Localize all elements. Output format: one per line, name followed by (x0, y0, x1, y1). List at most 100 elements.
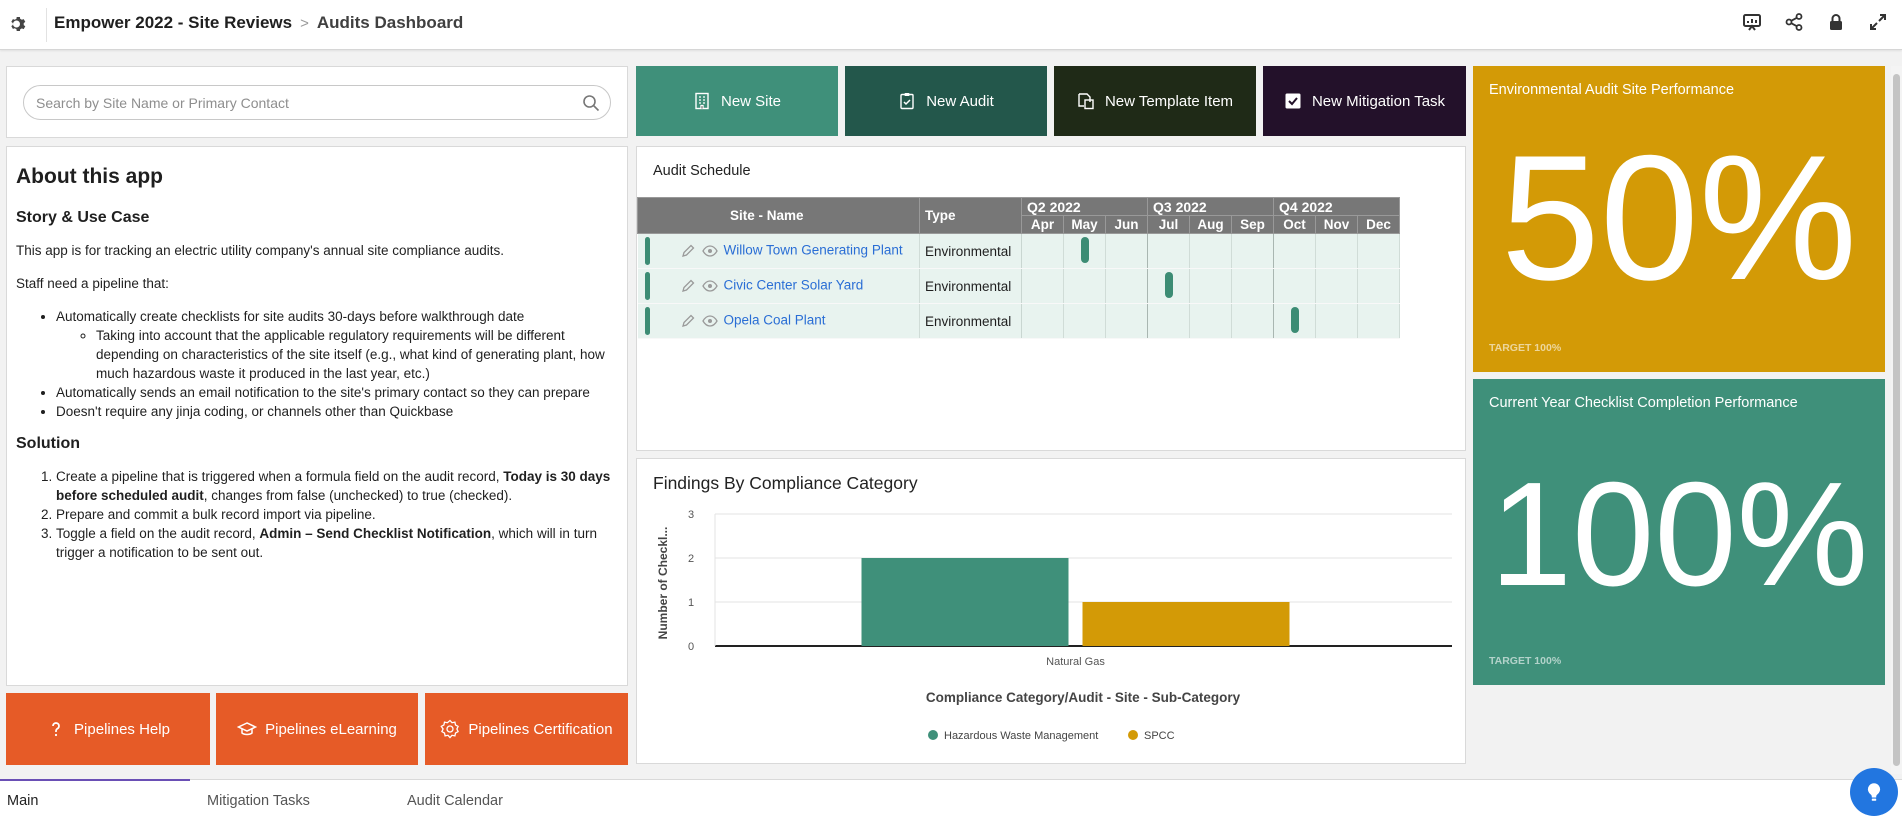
list-item: Toggle a field on the audit record, Admi… (56, 524, 618, 562)
kpi-target: TARGET 100% (1489, 655, 1562, 667)
month-header: Aug (1189, 215, 1232, 234)
breadcrumb-page: Audits Dashboard (316, 13, 464, 32)
new-site-button[interactable]: New Site (636, 66, 838, 136)
eye-icon[interactable] (701, 243, 718, 259)
kpi-checklist-completion[interactable]: Current Year Checklist Completion Perfor… (1473, 379, 1885, 685)
type-cell: Environmental (919, 233, 1022, 269)
question-icon (52, 722, 60, 737)
legend-label: SPCC (1144, 730, 1175, 742)
expand-icon[interactable] (1868, 12, 1888, 32)
list-item: Create a pipeline that is triggered when… (56, 467, 618, 505)
findings-chart-panel: Findings By Compliance Category 0 1 2 3 Natu… (636, 458, 1466, 764)
y-tick-label: 1 (688, 597, 694, 609)
quarter-header: Q2 2022 (1021, 197, 1148, 216)
page-scrollbar[interactable] (1891, 66, 1902, 774)
story-heading: Story & Use Case (16, 209, 150, 226)
solution-heading: Solution (16, 435, 80, 452)
site-link[interactable]: Willow Town Generating Plant (723, 242, 903, 258)
needs-list: Automatically create checklists for site… (16, 307, 618, 421)
copy-document-icon (1078, 93, 1094, 110)
breadcrumb-separator: > (300, 14, 309, 32)
site-link[interactable]: Opela Coal Plant (723, 312, 826, 328)
month-cell (1147, 303, 1190, 339)
new-mitigation-task-label: New Mitigation Task (1311, 92, 1446, 110)
month-cell (1189, 303, 1232, 339)
presentation-icon[interactable] (1742, 12, 1762, 32)
month-header: Jun (1105, 215, 1148, 234)
list-item: Doesn't require any jinja coding, or cha… (56, 402, 618, 421)
search-icon[interactable] (582, 94, 600, 112)
month-cell (1315, 303, 1358, 339)
pipelines-elearning-button[interactable]: Pipelines eLearning (216, 693, 418, 765)
legend-marker (1128, 730, 1138, 740)
quarter-header: Q3 2022 (1147, 197, 1274, 216)
legend-marker (928, 730, 938, 740)
month-cell (1273, 268, 1316, 304)
type-cell: Environmental (919, 268, 1022, 304)
new-mitigation-task-button[interactable]: New Mitigation Task (1263, 66, 1466, 136)
tab-audit-calendar[interactable]: Audit Calendar (407, 793, 503, 809)
table-row: Willow Town Generating Plant Environmenta… (637, 233, 1400, 269)
month-cell (1357, 303, 1400, 339)
pipelines-help-label: Pipelines Help (74, 720, 170, 738)
month-cell (1189, 268, 1232, 304)
quarter-header: Q4 2022 (1273, 197, 1400, 216)
header-divider (46, 8, 47, 42)
kpi-value: 100% (1489, 452, 1869, 617)
col-type[interactable]: Type (919, 197, 1022, 234)
month-cell (1357, 233, 1400, 269)
audit-date-marker[interactable] (1164, 271, 1173, 298)
row-status-bar (644, 307, 650, 335)
search-input[interactable] (36, 93, 576, 113)
legend-label: Hazardous Waste Management (944, 730, 1098, 742)
chart-bar[interactable] (861, 558, 1069, 646)
pencil-icon[interactable] (680, 278, 696, 294)
month-cell (1273, 233, 1316, 269)
kpi-title: Environmental Audit Site Performance (1489, 82, 1735, 98)
col-site-name[interactable]: Site - Name (637, 197, 920, 234)
table-row: Civic Center Solar Yard Environmental (637, 268, 1400, 304)
x-tick-label: Natural Gas (1046, 656, 1105, 668)
search-box (23, 85, 611, 120)
share-icon[interactable] (1784, 12, 1804, 32)
solution-list: Create a pipeline that is triggered when… (16, 467, 618, 562)
help-lightbulb-button[interactable] (1850, 768, 1898, 816)
tab-main[interactable]: Main (0, 779, 193, 821)
eye-icon[interactable] (701, 278, 718, 294)
tab-mitigation-tasks[interactable]: Mitigation Tasks (207, 793, 310, 809)
header-actions (1742, 12, 1888, 32)
checkbox-icon (1285, 93, 1301, 109)
new-audit-button[interactable]: New Audit (845, 66, 1047, 136)
month-header: May (1063, 215, 1106, 234)
row-status-bar (644, 272, 650, 300)
search-panel (6, 66, 628, 138)
scrollbar-thumb[interactable] (1893, 74, 1900, 766)
graduation-cap-icon (237, 722, 258, 736)
kpi-environmental-audit[interactable]: Environmental Audit Site Performance 50%… (1473, 66, 1885, 372)
breadcrumb-app[interactable]: Empower 2022 - Site Reviews (54, 13, 293, 32)
gear-icon[interactable] (8, 14, 28, 34)
site-link[interactable]: Civic Center Solar Yard (723, 277, 864, 293)
clipboard-check-icon (900, 93, 914, 110)
pipelines-help-button[interactable]: Pipelines Help (6, 693, 210, 765)
new-template-item-label: New Template Item (1104, 92, 1234, 110)
pipelines-elearning-label: Pipelines eLearning (265, 720, 397, 738)
month-cell (1105, 303, 1148, 339)
chart-bar[interactable] (1082, 602, 1290, 646)
top-bar: Empower 2022 - Site Reviews > Audits Das… (0, 0, 1902, 50)
month-header: Dec (1357, 215, 1400, 234)
type-cell: Environmental (919, 303, 1022, 339)
eye-icon[interactable] (701, 313, 718, 329)
audit-date-marker[interactable] (1080, 236, 1089, 263)
pencil-icon[interactable] (680, 243, 696, 259)
need-intro: Staff need a pipeline that: (16, 276, 169, 291)
table-row: Opela Coal Plant Environmental (637, 303, 1400, 339)
site-cell: Willow Town Generating Plant (637, 233, 920, 269)
pencil-icon[interactable] (680, 313, 696, 329)
month-cell (1021, 233, 1064, 269)
pipelines-certification-button[interactable]: Pipelines Certification (425, 693, 628, 765)
breadcrumb: Empower 2022 - Site Reviews > Audits Das… (54, 13, 463, 33)
new-template-item-button[interactable]: New Template Item (1054, 66, 1256, 136)
lock-icon[interactable] (1826, 12, 1846, 32)
audit-date-marker[interactable] (1290, 306, 1299, 333)
